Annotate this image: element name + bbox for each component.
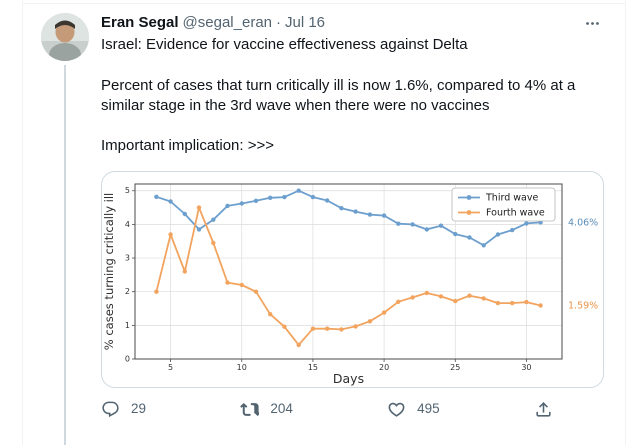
reply-count: 29 <box>131 401 147 416</box>
timeline-left-border <box>22 0 23 445</box>
svg-text:15: 15 <box>308 363 318 372</box>
tweet-gutter <box>41 13 89 445</box>
separator-dot: · <box>276 14 281 31</box>
tweet-content: Eran Segal @segal_eran · Jul 16 Israel: … <box>101 13 604 445</box>
svg-text:5: 5 <box>125 186 130 195</box>
tweet-divider <box>23 3 625 4</box>
svg-text:5: 5 <box>168 363 173 372</box>
author-name[interactable]: Eran Segal <box>101 14 179 31</box>
svg-text:1.59%: 1.59% <box>568 300 598 311</box>
tweet: Eran Segal @segal_eran · Jul 16 Israel: … <box>23 4 625 445</box>
svg-text:2: 2 <box>125 287 130 296</box>
heart-icon <box>388 402 405 417</box>
share-icon <box>536 401 551 417</box>
svg-text:4: 4 <box>125 220 130 229</box>
tweet-text-body: Percent of cases that turn critically il… <box>101 77 576 114</box>
thread-connector-line <box>64 65 66 445</box>
svg-text:Third wave: Third wave <box>485 193 538 204</box>
svg-text:0: 0 <box>125 355 130 364</box>
retweet-count: 204 <box>270 401 293 416</box>
like-count: 495 <box>417 401 440 416</box>
svg-text:Days: Days <box>333 371 364 386</box>
tweet-action-bar: 29 204 495 <box>101 399 553 419</box>
more-button[interactable] <box>582 13 603 34</box>
svg-text:% cases turning critically ill: % cases turning critically ill <box>102 193 116 350</box>
svg-text:1: 1 <box>125 321 130 330</box>
timeline-right-border <box>625 0 626 445</box>
like-button[interactable]: 495 <box>387 399 440 419</box>
svg-text:4.06%: 4.06% <box>568 217 598 228</box>
tweet-text-line1: Israel: Evidence for vaccine effectivene… <box>101 36 468 53</box>
reply-button[interactable]: 29 <box>101 399 146 419</box>
line-chart: 5 10 15 20 25 30 0 1 2 3 4 5 Days % cases turning cri… <box>102 183 598 386</box>
more-icon <box>586 22 599 25</box>
tweet-date[interactable]: Jul 16 <box>285 14 326 31</box>
svg-text:20: 20 <box>379 363 389 372</box>
svg-text:30: 30 <box>521 363 531 372</box>
tweet-text-implication: Important implication: >>> <box>101 137 275 154</box>
svg-text:25: 25 <box>450 363 460 372</box>
tweet-media-card[interactable]: 5 10 15 20 25 30 0 1 2 3 4 5 Days % cases turning cri… <box>101 171 604 388</box>
author-handle[interactable]: @segal_eran <box>182 14 272 31</box>
avatar[interactable] <box>41 13 89 61</box>
avatar-photo <box>41 13 89 61</box>
tweet-byline: Eran Segal @segal_eran · Jul 16 <box>101 13 325 33</box>
retweet-button[interactable]: 204 <box>240 399 293 419</box>
svg-text:10: 10 <box>237 363 247 372</box>
retweet-icon <box>240 402 260 416</box>
svg-text:3: 3 <box>125 254 130 263</box>
svg-text:Fourth wave: Fourth wave <box>486 208 545 219</box>
tweet-header: Eran Segal @segal_eran · Jul 16 <box>101 13 603 34</box>
share-button[interactable] <box>534 400 553 419</box>
reply-icon <box>102 401 119 417</box>
